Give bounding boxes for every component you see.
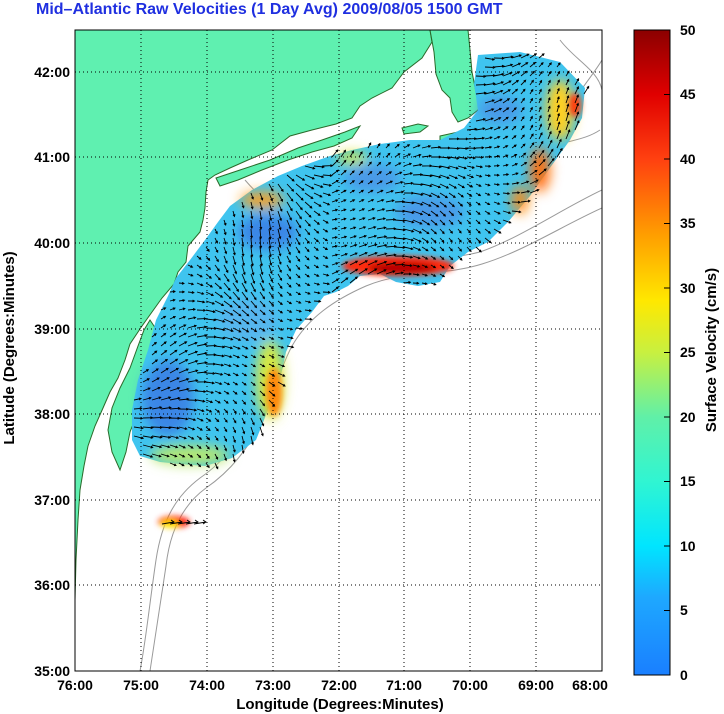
current-vector-arrows	[133, 53, 590, 525]
x-tick-label: 75:00	[123, 677, 159, 693]
colorbar-tick-label: 25	[680, 344, 696, 360]
y-axis-ticks: 35:00 36:00 37:00 38:00 39:00 40:00 41:0…	[34, 64, 70, 679]
y-tick-label: 40:00	[34, 235, 70, 251]
x-axis-ticks: 76:00 75:00 74:00 73:00 72:00 71:00 70:0…	[57, 677, 608, 693]
y-axis-label: Latitude (Degrees:Minutes)	[1, 251, 18, 444]
colorbar-tick-label: 40	[680, 151, 696, 167]
y-tick-label: 39:00	[34, 321, 70, 337]
colorbar-tick-label: 45	[680, 86, 696, 102]
y-tick-label: 37:00	[34, 492, 70, 508]
axes-frame	[74, 29, 603, 672]
x-axis-label: Longitude (Degrees:Minutes)	[236, 696, 444, 713]
colorbar-tick-label: 50	[680, 22, 696, 38]
colorbar-tick-label: 15	[680, 473, 696, 489]
x-tick-label: 71:00	[386, 677, 422, 693]
colorbar-label: Surface Velocity (cm/s)	[703, 268, 720, 432]
y-tick-label: 41:00	[34, 149, 70, 165]
colorbar-tick-label: 35	[680, 215, 696, 231]
colorbar-tick-label: 5	[680, 602, 688, 618]
colorbar-tick-label: 30	[680, 280, 696, 296]
y-tick-label: 42:00	[34, 64, 70, 80]
x-tick-label: 74:00	[189, 677, 225, 693]
vector-arrow	[133, 53, 590, 525]
x-tick-label: 73:00	[255, 677, 291, 693]
colorbar-tick-label: 20	[680, 409, 696, 425]
x-tick-label: 69:00	[518, 677, 554, 693]
x-tick-label: 72:00	[321, 677, 357, 693]
colorbar-tick-label: 10	[680, 538, 696, 554]
x-tick-label: 76:00	[57, 677, 93, 693]
colorbar: 0 5 10 15 20 25 30 35 40 45 50 Surface V…	[633, 22, 720, 683]
x-tick-label: 68:00	[572, 677, 608, 693]
plot-title: Mid–Atlantic Raw Velocities (1 Day Avg) …	[36, 1, 503, 18]
y-tick-label: 36:00	[34, 577, 70, 593]
colorbar-tick-label: 0	[680, 667, 688, 683]
grid-lines	[75, 30, 602, 671]
y-tick-label: 35:00	[34, 663, 70, 679]
y-tick-label: 38:00	[34, 406, 70, 422]
x-tick-label: 70:00	[452, 677, 488, 693]
